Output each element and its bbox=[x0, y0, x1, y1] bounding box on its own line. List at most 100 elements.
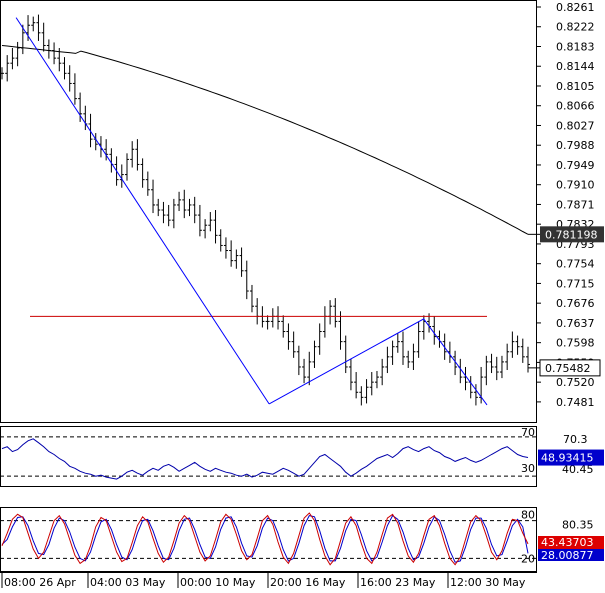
price-bar bbox=[515, 335, 520, 355]
price-tick-label: 0.7910 bbox=[556, 179, 595, 192]
price-bar bbox=[5, 55, 10, 82]
price-bar bbox=[302, 358, 307, 384]
price-tick-label: 0.8027 bbox=[556, 119, 595, 132]
price-bar bbox=[31, 16, 36, 32]
price-bar bbox=[130, 141, 135, 168]
price-bar bbox=[453, 350, 458, 376]
price-bar bbox=[62, 57, 67, 80]
price-bar bbox=[333, 298, 338, 328]
time-tick-label: 04:00 03 May bbox=[90, 576, 166, 589]
price-bar bbox=[328, 300, 333, 325]
price-bar bbox=[67, 65, 72, 92]
price-bar bbox=[104, 139, 109, 161]
price-bar bbox=[249, 284, 254, 313]
price-bar bbox=[479, 366, 484, 404]
price-bar bbox=[15, 41, 20, 67]
rsi-panel-frame bbox=[0, 426, 537, 487]
price-bar bbox=[36, 14, 41, 41]
price-bar bbox=[140, 158, 145, 188]
price-bar bbox=[119, 164, 124, 188]
price-bar bbox=[83, 105, 88, 131]
price-bar bbox=[182, 189, 187, 219]
price-bar bbox=[307, 351, 312, 386]
price-bar bbox=[401, 331, 406, 365]
price-bar bbox=[46, 39, 51, 59]
price-bar bbox=[463, 366, 468, 391]
stoch-d-value-label: 28.00877 bbox=[541, 549, 594, 562]
price-bar bbox=[359, 386, 364, 406]
ma-value-label-bg bbox=[540, 226, 604, 243]
rsi-value-label: 48.93415 bbox=[541, 452, 594, 465]
price-bar bbox=[348, 358, 353, 391]
price-bar bbox=[218, 229, 223, 252]
price-bar bbox=[135, 139, 140, 171]
price-bar bbox=[364, 379, 369, 404]
price-bar bbox=[156, 198, 161, 217]
rsi-axis-label: 30 bbox=[521, 462, 535, 475]
price-tick-label: 0.8144 bbox=[556, 60, 595, 73]
price-bar bbox=[473, 384, 478, 406]
price-bar bbox=[223, 237, 228, 259]
price-bar bbox=[499, 355, 504, 379]
price-bar bbox=[255, 298, 260, 325]
price-bar bbox=[432, 316, 437, 345]
price-bar bbox=[281, 315, 286, 338]
price-bar bbox=[390, 340, 395, 365]
price-bar bbox=[0, 67, 4, 80]
rsi-axis-label: 40.45 bbox=[562, 463, 594, 476]
price-bar bbox=[161, 201, 166, 224]
price-bar bbox=[239, 247, 244, 277]
price-bar bbox=[296, 345, 301, 376]
price-bar bbox=[166, 204, 171, 227]
price-tick-label: 0.7676 bbox=[556, 297, 595, 310]
price-tick-label: 0.7754 bbox=[556, 258, 595, 271]
price-bar bbox=[177, 191, 182, 212]
time-tick-label: 08:00 26 Apr bbox=[4, 576, 76, 589]
price-bar bbox=[270, 308, 275, 328]
price-bar bbox=[192, 196, 197, 224]
price-bar bbox=[416, 321, 421, 358]
price-tick-label: 0.7598 bbox=[556, 337, 595, 350]
price-tick-label: 0.8105 bbox=[556, 80, 595, 93]
price-tick-label: 0.7871 bbox=[556, 198, 595, 211]
trend-lines-group bbox=[15, 17, 488, 406]
rsi-value-label-bg bbox=[538, 449, 604, 466]
price-tick-label: 0.8066 bbox=[556, 100, 595, 113]
stoch-axis-label: 20 bbox=[521, 552, 535, 565]
time-tick-label: 00:00 10 May bbox=[180, 576, 256, 589]
stoch-axis-label: 80 bbox=[521, 509, 535, 522]
price-tick-label: 0.7637 bbox=[556, 317, 595, 330]
stoch-d-value-label-bg bbox=[538, 549, 604, 561]
price-bar bbox=[145, 171, 150, 196]
price-bar bbox=[374, 371, 379, 389]
price-bar bbox=[260, 306, 265, 328]
price-bar bbox=[213, 210, 218, 244]
price-bar bbox=[369, 372, 374, 396]
price-bar bbox=[343, 335, 348, 374]
price-bar bbox=[395, 333, 400, 353]
price-bar bbox=[484, 355, 489, 386]
stoch-k-line bbox=[1, 512, 529, 566]
price-bar bbox=[26, 15, 31, 41]
price-bar bbox=[468, 376, 473, 399]
price-bar bbox=[380, 358, 385, 386]
stochastic-panel-frame bbox=[0, 507, 537, 572]
price-bar bbox=[286, 323, 291, 350]
price-bar bbox=[520, 338, 525, 363]
price-bar bbox=[244, 260, 249, 300]
price-bar bbox=[322, 306, 327, 338]
price-bar bbox=[406, 350, 411, 368]
price-tick-label: 0.8261 bbox=[556, 1, 595, 14]
stoch-k-value-label-bg bbox=[538, 536, 604, 549]
price-bar bbox=[505, 343, 510, 371]
rsi-line bbox=[1, 438, 529, 480]
price-tick-label: 0.7949 bbox=[556, 159, 595, 172]
stoch-axis-label: 80.35 bbox=[562, 519, 594, 532]
stoch-d-line bbox=[1, 514, 529, 563]
price-bar bbox=[354, 372, 359, 399]
price-bar bbox=[317, 323, 322, 355]
price-tick-label: 0.7481 bbox=[556, 396, 595, 409]
price-bar bbox=[494, 356, 499, 381]
